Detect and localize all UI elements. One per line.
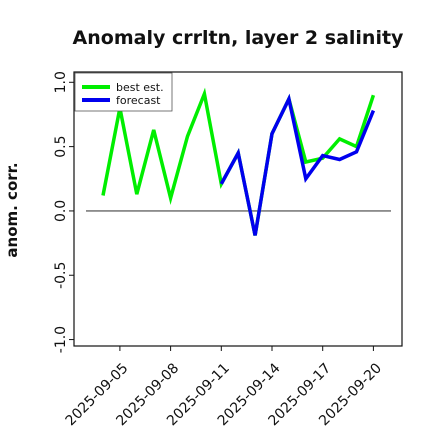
y-axis: -1.0 -0.5 0.0 0.5 1.0: [53, 71, 74, 353]
legend: best est. forecast: [74, 72, 173, 112]
series-line-forecast: [219, 93, 376, 236]
x-axis: 2025-09-052025-09-082025-09-112025-09-14…: [63, 346, 385, 429]
plot-frame: [73, 71, 403, 347]
chart-title: Anomaly crrltn, layer 2 salinity: [73, 27, 404, 49]
y-tick-label: 1.0: [53, 71, 69, 93]
y-tick-label: 0.0: [53, 200, 69, 222]
y-axis-label: anom. corr.: [3, 162, 21, 257]
legend-label-best-est: best est.: [116, 81, 164, 94]
series-lines: [101, 87, 376, 236]
y-tick-label: -1.0: [53, 326, 69, 353]
y-tick-label: -0.5: [53, 262, 69, 289]
series-line-best-est: [101, 87, 376, 236]
legend-box: [74, 72, 173, 112]
y-tick-label: 0.5: [53, 135, 69, 157]
legend-label-forecast: forecast: [116, 94, 161, 107]
